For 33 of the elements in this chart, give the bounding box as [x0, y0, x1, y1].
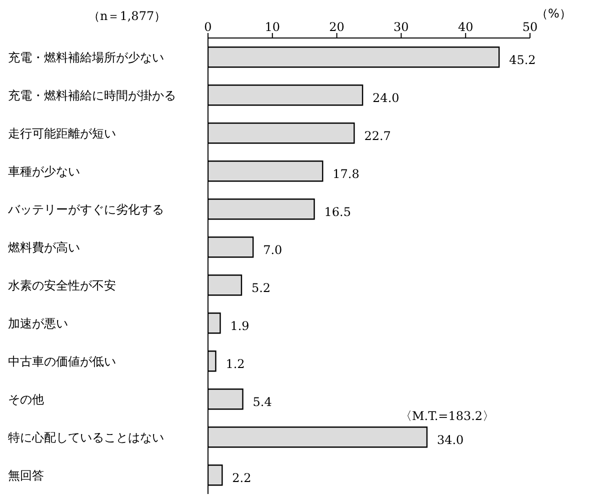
data-label: 7.0 — [263, 243, 282, 258]
data-label: 24.0 — [372, 91, 400, 106]
data-label: 17.8 — [332, 167, 360, 182]
y-tick-label: 加速が悪い — [8, 316, 68, 330]
x-tick-label: 30 — [394, 20, 409, 34]
data-label: 45.2 — [509, 53, 536, 68]
annotation: 〈M.T.=183.2〉 — [400, 408, 495, 425]
y-tick-label: その他 — [8, 392, 44, 406]
data-label: 2.2 — [232, 471, 252, 486]
y-tick-label: 中古車の価値が低い — [8, 354, 116, 368]
data-label: 1.2 — [226, 357, 245, 372]
x-tick-label: 50 — [522, 20, 538, 34]
data-label: 34.0 — [436, 433, 464, 448]
y-tick-label: 特に心配していることはない — [8, 430, 164, 444]
y-tick-label: 車種が少ない — [8, 164, 80, 178]
data-label: 5.4 — [252, 395, 272, 410]
y-tick-label: 燃料費が高い — [8, 240, 80, 254]
data-label: 1.9 — [230, 319, 250, 334]
y-tick-label: 走行可能距離が短い — [8, 126, 116, 140]
x-tick-label: 20 — [329, 20, 344, 34]
y-tick-label: 無回答 — [8, 468, 44, 482]
data-label: 16.5 — [324, 205, 351, 220]
y-tick-label: 水素の安全性が不安 — [8, 278, 116, 292]
data-label: 5.2 — [251, 281, 271, 296]
x-tick-label: 10 — [264, 20, 280, 34]
y-tick-label: バッテリーがすぐに劣化する — [7, 202, 164, 216]
chart-subtitle: （n＝1,877） — [88, 8, 166, 25]
x-tick-label: 0 — [204, 20, 212, 34]
x-axis-title: （%） — [536, 6, 572, 20]
data-label: 22.7 — [364, 129, 391, 144]
y-tick-label: 充電・燃料補給に時間が掛かる — [8, 88, 176, 102]
x-tick-label: 40 — [458, 20, 474, 34]
y-tick-label: 充電・燃料補給場所が少ない — [8, 50, 164, 64]
